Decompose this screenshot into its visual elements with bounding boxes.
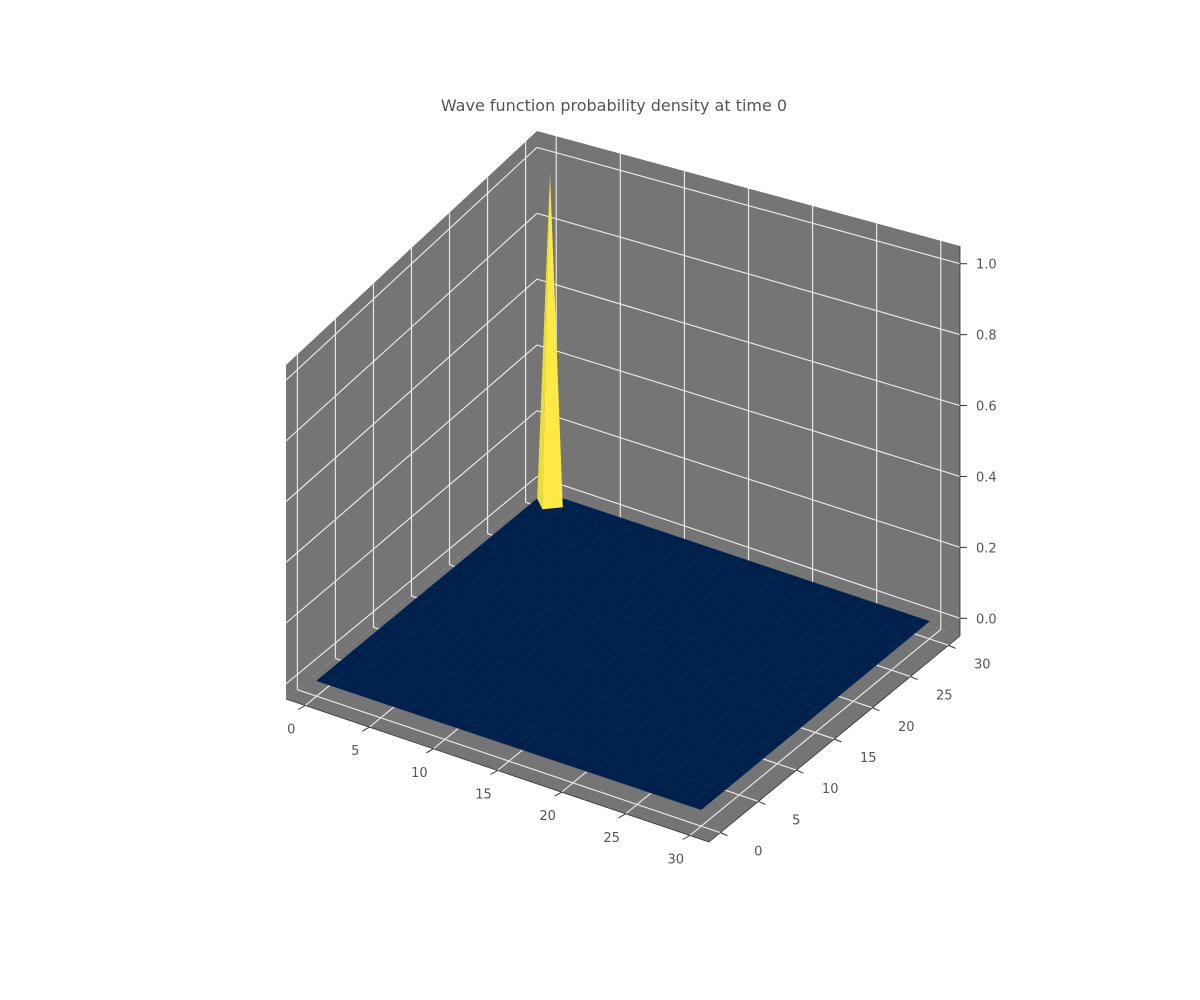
y-tick-label: 5 xyxy=(792,813,800,828)
surface-peak-side xyxy=(537,173,550,510)
z-tick-label: 0.8 xyxy=(976,329,997,344)
y-tick xyxy=(872,707,880,712)
x-tick xyxy=(682,835,691,840)
y-tick-label: 15 xyxy=(860,751,877,766)
y-tick xyxy=(720,832,728,837)
x-tick xyxy=(297,705,306,710)
x-tick xyxy=(426,748,434,754)
z-tick-label: 1.0 xyxy=(976,258,997,273)
surface-mesh-line xyxy=(700,621,930,810)
gridline-wall-z xyxy=(536,410,961,548)
gridline-wall-z xyxy=(536,146,961,265)
y-tick-label: 20 xyxy=(898,720,915,735)
gridline-wall-z xyxy=(536,278,961,407)
z-tick-label: 0.2 xyxy=(976,541,997,556)
chart-title: Wave function probability density at tim… xyxy=(441,96,787,115)
gridline-wall-z xyxy=(285,410,538,624)
gridline-wall-z xyxy=(536,344,961,478)
y-tick xyxy=(910,676,918,681)
y-tick xyxy=(948,644,956,649)
surface-peak xyxy=(542,173,563,510)
y-tick-label: 10 xyxy=(822,782,839,797)
surface-mesh-line xyxy=(514,517,900,647)
tick-marks xyxy=(297,263,967,840)
tick-labels: 0 5 10 15 20 25 30 0 5 10 15 20 25 30 0.0 0.2 0.4 0.6 0.8 1… xyxy=(287,258,997,868)
x-tick-label: 15 xyxy=(475,788,492,803)
surface-mesh-line xyxy=(649,603,879,793)
gridline-wall-z xyxy=(536,475,961,619)
x-tick xyxy=(554,791,562,797)
gridline-wall-z xyxy=(285,344,538,563)
z-tick-label: 0.6 xyxy=(976,400,997,415)
x-tick-label: 5 xyxy=(351,744,359,759)
x-tick xyxy=(618,813,626,819)
gridline-floor-y xyxy=(297,689,721,834)
surface-mesh-line xyxy=(544,492,930,622)
x-tick-label: 0 xyxy=(287,723,295,738)
surface-mesh-line xyxy=(529,504,915,635)
z-tick-label: 0.4 xyxy=(976,470,997,485)
surface-mesh-line xyxy=(662,608,892,798)
gridline-wall-z xyxy=(285,212,538,442)
gridline-wall-z xyxy=(285,278,538,503)
surface-mesh-line xyxy=(675,612,904,802)
x-tick-label: 30 xyxy=(667,853,684,868)
x-tick xyxy=(362,726,370,732)
x-tick-label: 10 xyxy=(411,766,428,781)
surface-plot xyxy=(316,173,930,810)
gridline-wall-z xyxy=(285,476,538,685)
y-tick-label: 30 xyxy=(974,657,991,672)
surface-mesh-line xyxy=(521,510,907,641)
y-tick xyxy=(758,800,766,805)
z-tick-label: 0.0 xyxy=(976,612,997,627)
surface-mesh-line xyxy=(688,616,917,806)
x-tick-label: 25 xyxy=(603,831,620,846)
y-tick-label: 25 xyxy=(936,689,953,704)
y-tick-label: 0 xyxy=(754,845,762,860)
y-tick xyxy=(796,769,804,774)
x-tick-label: 20 xyxy=(539,809,556,824)
surface-mesh-line xyxy=(537,498,922,628)
gridline-wall-z xyxy=(536,212,961,336)
surface-mesh-line xyxy=(506,523,892,653)
gridline-wall-z xyxy=(285,147,538,381)
y-tick xyxy=(834,738,842,743)
x-tick xyxy=(490,770,498,775)
